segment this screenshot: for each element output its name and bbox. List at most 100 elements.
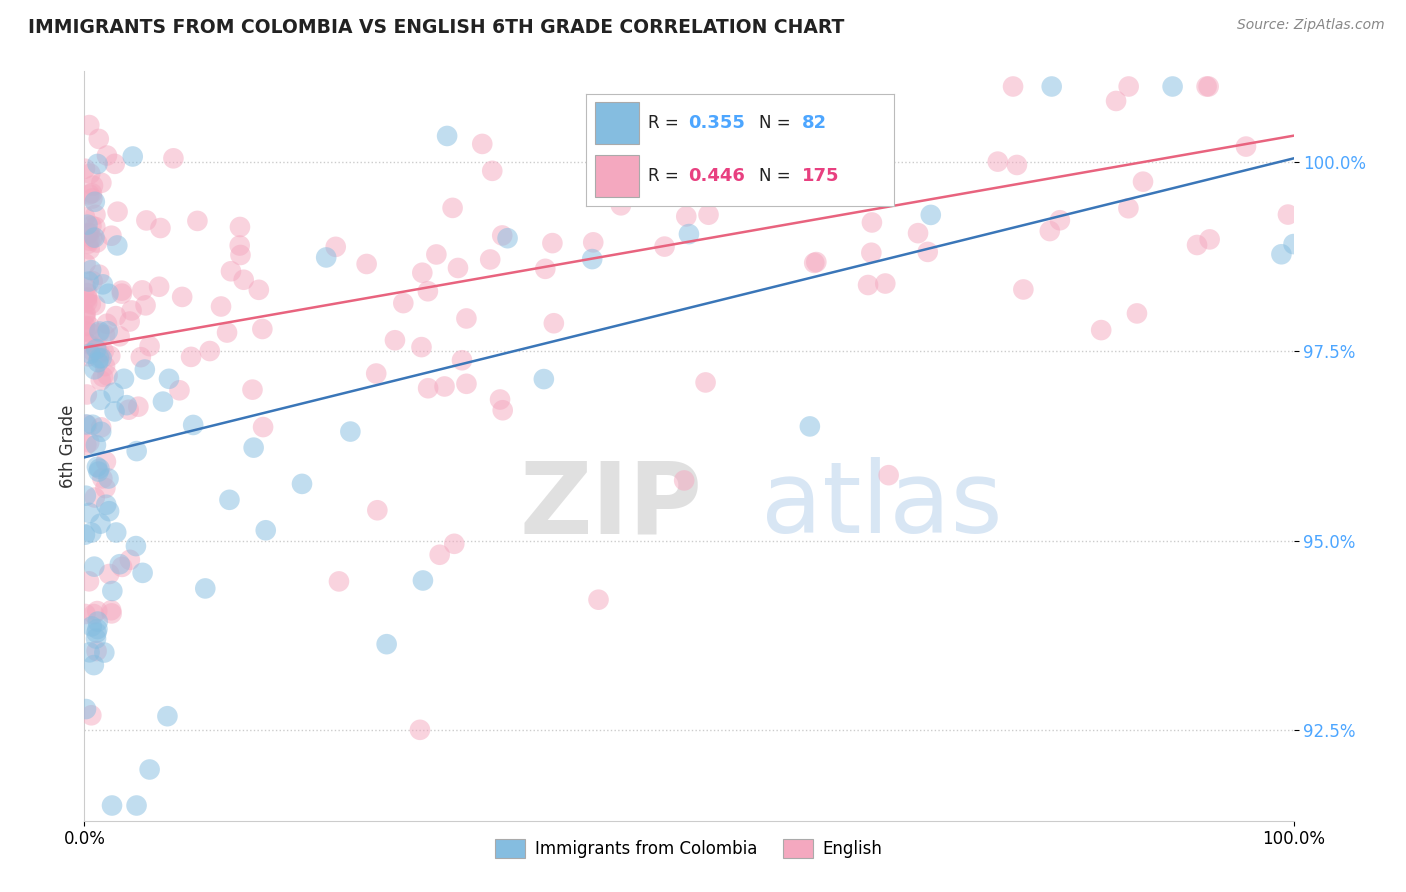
Point [416,285,439,299]
Point [917,244,939,259]
Point [82,231,104,245]
Point [93,344,115,359]
Point [82,344,104,359]
Text: IMMIGRANTS FROM COLOMBIA VS ENGLISH 6TH GRADE CORRELATION CHART: IMMIGRANTS FROM COLOMBIA VS ENGLISH 6TH … [28,18,845,37]
Point [94,359,117,373]
Point [75,489,97,503]
Point [148,279,170,293]
Point [76,295,98,310]
Point [125,539,148,553]
Text: Source: ZipAtlas.com: Source: ZipAtlas.com [1237,18,1385,32]
Point [1039,224,1062,238]
Point [89,392,111,407]
Point [496,231,519,245]
Point [77,349,100,363]
Point [104,157,127,171]
Point [79,187,101,202]
Point [86,644,108,658]
Point [87,615,110,629]
Point [77,275,100,289]
Point [131,566,153,580]
Point [156,709,179,723]
Point [131,284,153,298]
Point [1185,238,1208,252]
Point [416,381,439,395]
Point [76,417,98,432]
Point [90,176,112,190]
Point [118,402,141,417]
Point [456,376,478,391]
Point [86,625,108,640]
Point [229,219,252,234]
Point [242,383,264,397]
Point [610,198,633,212]
Point [86,235,108,250]
Point [79,346,101,360]
Point [186,214,208,228]
Point [1126,306,1149,320]
Point [118,553,141,567]
Point [111,286,134,301]
Point [94,455,117,469]
Point [89,326,111,341]
Point [1132,175,1154,189]
Point [83,607,105,621]
Point [456,311,478,326]
Point [877,468,900,483]
Point [481,164,503,178]
Point [103,404,125,418]
Point [82,178,104,193]
Point [77,319,100,334]
Point [104,309,127,323]
Point [1090,323,1112,337]
Point [433,379,456,393]
Point [219,264,242,278]
Point [247,283,270,297]
Point [97,471,120,485]
Point [80,263,103,277]
Point [80,297,103,311]
Point [695,376,717,390]
Point [315,251,337,265]
Point [87,355,110,369]
Point [73,210,96,224]
Point [94,481,117,495]
Point [1040,79,1063,94]
Point [100,607,122,621]
Point [79,326,101,340]
Point [87,465,110,479]
Point [134,362,156,376]
Point [471,136,494,151]
Point [107,204,129,219]
Point [447,260,470,275]
Point [76,236,98,251]
Point [232,273,254,287]
Point [228,238,250,252]
Point [218,492,240,507]
Point [654,239,676,253]
Point [860,215,883,229]
Legend: Immigrants from Colombia, English: Immigrants from Colombia, English [489,833,889,864]
Point [152,394,174,409]
Point [678,227,700,241]
Point [875,277,897,291]
Point [907,226,929,240]
Point [76,286,98,301]
Point [198,344,221,359]
Point [115,398,138,412]
Point [76,292,98,306]
Point [839,176,862,190]
Point [96,148,118,162]
Point [91,277,114,292]
Point [121,149,143,163]
Point [1005,158,1028,172]
Point [1270,247,1292,261]
Point [181,417,204,432]
Point [90,425,112,439]
Point [157,372,180,386]
Point [425,247,447,261]
Point [1195,79,1218,94]
Point [83,559,105,574]
Point [135,298,157,312]
Point [697,208,720,222]
